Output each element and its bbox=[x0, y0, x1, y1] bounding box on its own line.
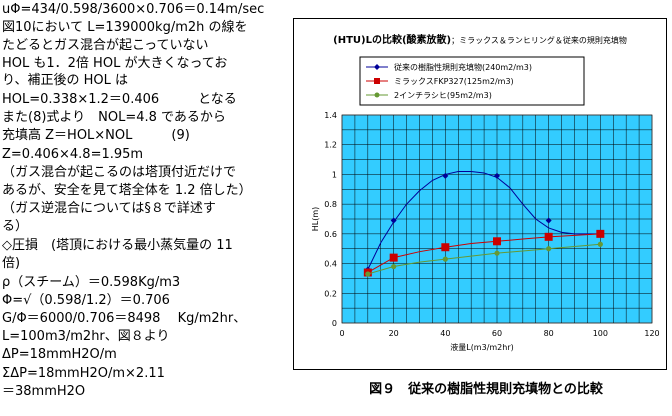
x-axis-label: 液量L(m3/m2hr) bbox=[450, 342, 514, 352]
figure-caption: 図９ 従来の樹脂性規則充填物との比較 bbox=[369, 382, 603, 397]
legend-label: 従来の樹脂性規則充填物(240m2/m3) bbox=[394, 62, 532, 72]
y-axis-label: HL(m) bbox=[311, 207, 320, 232]
text-line: ◇圧損 (塔頂における最小蒸気量の 11 bbox=[2, 238, 233, 253]
series-line-1 bbox=[367, 233, 601, 273]
text-line: ΣΔP=18mmH2O/m×2.11 bbox=[2, 366, 165, 381]
text-line: り、補正後の HOL は bbox=[2, 73, 128, 88]
x-tick-label: 120 bbox=[644, 329, 659, 338]
text-line: ＝38mmH2O bbox=[2, 384, 86, 399]
y-tick-label: 0.4 bbox=[324, 260, 337, 269]
y-tick-label: 0.8 bbox=[324, 200, 337, 209]
data-point bbox=[365, 271, 371, 277]
y-tick-label: 0.6 bbox=[324, 230, 337, 239]
series-line-0 bbox=[367, 170, 601, 270]
legend-marker bbox=[374, 92, 380, 98]
series-line-2 bbox=[367, 243, 601, 275]
x-tick-label: 0 bbox=[339, 329, 344, 338]
legend-label: ミラックスFKP327(125m2/m3) bbox=[394, 77, 514, 86]
text-line: （ガス逆混合については§８で詳述す bbox=[2, 201, 216, 216]
data-point bbox=[389, 253, 398, 262]
htu-comparison-chart: 0 20 40 60 80 100 120 0 0.2 0.4 0.6 0.8 1 1.2 1.4 液量L(m… bbox=[311, 56, 660, 352]
legend-marker bbox=[374, 64, 380, 70]
data-point bbox=[597, 241, 603, 247]
figure-title-sub: ；ミラックス＆ランヒリング＆従来の規則充填物 bbox=[451, 36, 627, 45]
x-tick-label: 40 bbox=[440, 329, 450, 338]
data-point bbox=[494, 172, 500, 179]
data-point bbox=[544, 232, 553, 241]
figure-panel: (HTU)Lの比較(酸素放散)；ミラックス＆ランヒリング＆従来の規則充填物 0 2… bbox=[293, 18, 667, 370]
data-point bbox=[442, 256, 448, 262]
text-line: る） bbox=[2, 219, 29, 234]
legend-box bbox=[359, 56, 585, 106]
y-tick-label: 0.2 bbox=[324, 289, 337, 298]
text-line: あるが、安全を見て塔全体を 1.2 倍した） bbox=[2, 183, 252, 198]
text-line: （ガス混合が起こるのは塔頂付近だけで bbox=[2, 165, 237, 180]
y-tick-label: 1.2 bbox=[324, 141, 337, 150]
data-point bbox=[546, 246, 552, 252]
text-line: ρ（スチーム）＝0.598Kg/m3 bbox=[2, 275, 181, 290]
legend-marker bbox=[374, 78, 380, 84]
figure-title: (HTU)Lの比較(酸素放散)；ミラックス＆ランヒリング＆従来の規則充填物 bbox=[294, 31, 666, 46]
data-point bbox=[390, 217, 397, 224]
data-point bbox=[442, 172, 449, 179]
text-line: また(8)式より NOL=4.8 であるから bbox=[2, 110, 226, 125]
text-line: Φ=√（0.598/1.2）＝0.706 bbox=[2, 293, 170, 308]
data-point bbox=[494, 250, 500, 256]
x-tick-label: 80 bbox=[544, 329, 554, 338]
text-line: uΦ=434/0.598/3600×0.706＝0.14m/sec bbox=[2, 2, 265, 17]
x-tick-label: 20 bbox=[389, 329, 399, 338]
text-line: HOL=0.338×1.2＝0.406 となる bbox=[2, 92, 237, 107]
text-line: G/Φ＝6000/0.706＝8498 Kg/m2hr、 bbox=[2, 311, 247, 326]
text-line: L=100m3/m2hr、図８より bbox=[2, 329, 170, 344]
figure-title-main: (HTU)Lの比較(酸素放散) bbox=[333, 35, 452, 46]
data-point bbox=[441, 243, 450, 252]
text-line: Z=0.406×4.8=1.95m bbox=[2, 147, 144, 162]
text-line: 倍) bbox=[2, 256, 21, 271]
legend-label: 2インチラシヒ(95m2/m3) bbox=[394, 91, 492, 100]
text-line: HOL も1．2倍 HOL が大きくなってお bbox=[2, 56, 228, 71]
data-point bbox=[545, 217, 552, 224]
x-tick-label: 100 bbox=[593, 329, 608, 338]
x-tick-label: 60 bbox=[492, 329, 502, 338]
text-line: たどるとガス混合が起こっていない bbox=[2, 38, 209, 53]
text-line: 図10において L=139000kg/m2h の線を bbox=[2, 20, 248, 35]
data-point bbox=[391, 263, 397, 270]
text-line: 充填高 Z＝HOL×NOL (9) bbox=[2, 128, 190, 143]
y-tick-label: 1.4 bbox=[324, 111, 337, 120]
y-tick-label: 0 bbox=[332, 319, 337, 328]
data-point bbox=[596, 229, 605, 238]
y-tick-label: 1 bbox=[332, 170, 337, 179]
data-point bbox=[493, 237, 501, 246]
text-line: ΔP=18mmH2O/m bbox=[2, 347, 117, 362]
